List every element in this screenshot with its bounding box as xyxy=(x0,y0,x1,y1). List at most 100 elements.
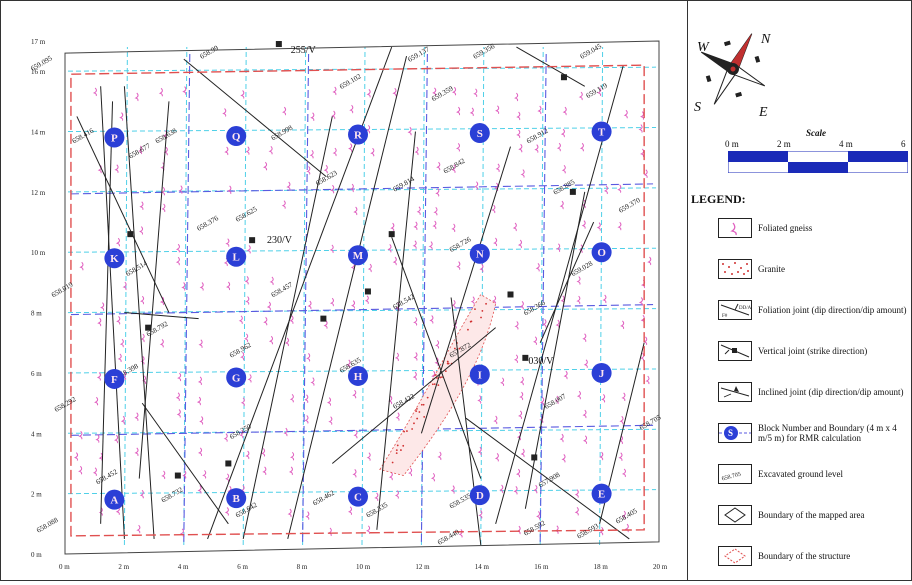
gneiss-mark xyxy=(197,376,202,386)
granite-dot xyxy=(415,410,418,412)
gneiss-mark xyxy=(596,222,601,231)
gneiss-mark xyxy=(574,489,579,498)
gneiss-mark xyxy=(542,319,547,328)
gneiss-mark xyxy=(534,144,539,153)
block-c: C xyxy=(348,486,368,507)
granite-dot xyxy=(402,444,405,447)
y-axis-label: 14 m xyxy=(31,129,46,137)
x-axis-label: 16 m xyxy=(534,563,549,571)
legend-label: Vertical joint (strike direction) xyxy=(758,346,868,356)
block-n: N xyxy=(469,243,490,264)
elevation-label: 658.726 xyxy=(448,235,473,254)
map-panel: 0 m 2 m 4 m 6 m 8 m 10 m 12 m 14 m 16 m 17 m 0 m 2 … xyxy=(1,1,688,580)
gneiss-mark xyxy=(621,468,626,478)
gneiss-mark xyxy=(477,395,482,404)
gneiss-mark xyxy=(387,244,392,253)
gneiss-mark xyxy=(227,185,232,195)
gneiss-mark xyxy=(353,206,358,216)
vertical-joint-marker xyxy=(174,472,181,479)
granite-swatch-icon xyxy=(718,259,752,279)
gneiss-mark xyxy=(516,111,521,121)
block-marker xyxy=(348,245,368,266)
legend-item-vertical-joint: Vertical joint (strike direction) xyxy=(718,336,908,366)
gneiss-mark xyxy=(226,281,231,291)
y-axis-label: 4 m xyxy=(31,430,42,438)
joint-line xyxy=(123,86,155,539)
gneiss-mark xyxy=(332,86,337,96)
gneiss-mark xyxy=(136,524,141,534)
gneiss-mark xyxy=(537,105,542,115)
joint-line xyxy=(420,146,511,434)
gneiss-mark xyxy=(281,200,286,209)
gneiss-mark xyxy=(97,164,102,174)
gneiss-mark xyxy=(581,220,586,229)
x-axis-label: 0 m xyxy=(59,563,70,571)
gneiss-mark xyxy=(474,181,479,190)
gneiss-mark xyxy=(451,164,456,173)
elevation-label: 659.102 xyxy=(338,72,363,91)
gneiss-mark xyxy=(414,146,419,156)
compass-north-label: N xyxy=(760,32,771,47)
block-label: K xyxy=(110,253,119,265)
gneiss-mark xyxy=(197,447,203,457)
legend-item-excavated-level: 658.705 Excavated ground level xyxy=(718,459,908,489)
gneiss-mark xyxy=(268,335,274,345)
gneiss-mark xyxy=(175,392,180,401)
gneiss-mark xyxy=(582,409,587,419)
gneiss-mark xyxy=(561,454,566,463)
gneiss-mark xyxy=(289,393,294,403)
gneiss-mark xyxy=(328,416,333,425)
gneiss-mark xyxy=(494,182,499,192)
gneiss-mark xyxy=(428,241,433,250)
gneiss-mark xyxy=(437,451,442,461)
gneiss-mark xyxy=(95,434,100,443)
gneiss-mark xyxy=(492,295,497,305)
joint-line xyxy=(100,101,114,524)
gneiss-mark xyxy=(560,128,565,138)
gneiss-mark xyxy=(100,302,105,311)
gneiss-mark xyxy=(327,527,332,537)
gneiss-mark xyxy=(245,146,250,155)
gneiss-mark xyxy=(240,397,245,407)
granite-dot xyxy=(458,347,461,350)
y-axis-label: 12 m xyxy=(31,189,46,197)
gneiss-mark xyxy=(500,377,505,387)
gneiss-mark xyxy=(413,317,418,326)
gneiss-mark xyxy=(346,359,351,369)
gneiss-mark xyxy=(432,87,437,97)
gneiss-mark xyxy=(175,243,180,253)
gneiss-mark xyxy=(617,184,622,193)
grid-line-cyan xyxy=(67,308,657,314)
vertical-joint-label: 030/V xyxy=(528,356,554,367)
gneiss-mark xyxy=(395,412,400,421)
gneiss-mark xyxy=(495,163,500,173)
gneiss-mark xyxy=(224,507,229,516)
gneiss-mark xyxy=(286,181,291,191)
gneiss-mark xyxy=(473,88,478,98)
gneiss-mark xyxy=(246,245,251,254)
gneiss-mark xyxy=(98,507,103,516)
gneiss-mark xyxy=(617,221,622,231)
x-axis-label: 8 m xyxy=(297,563,308,571)
gneiss-mark xyxy=(576,390,581,400)
gneiss-mark xyxy=(159,339,164,348)
block-marker xyxy=(226,126,247,147)
gneiss-mark xyxy=(329,244,334,254)
joint-line xyxy=(495,65,624,524)
block-o: O xyxy=(591,242,612,263)
x-axis-label: 20 m xyxy=(653,563,668,571)
grid-line-cyan xyxy=(67,66,657,72)
gneiss-mark xyxy=(599,526,604,536)
gneiss-mark xyxy=(532,336,538,345)
elevation-label: 658.593 xyxy=(576,522,601,541)
vertical-joint-marker xyxy=(225,460,232,467)
gneiss-mark xyxy=(512,222,517,232)
block-label: O xyxy=(597,247,606,259)
block-e: E xyxy=(591,483,612,504)
mapped-area-boundary xyxy=(64,40,660,555)
gneiss-mark xyxy=(513,354,518,364)
svg-text:F#: F# xyxy=(722,314,728,319)
gneiss-mark xyxy=(562,106,567,116)
legend-label: Boundary of the structure xyxy=(758,551,851,561)
